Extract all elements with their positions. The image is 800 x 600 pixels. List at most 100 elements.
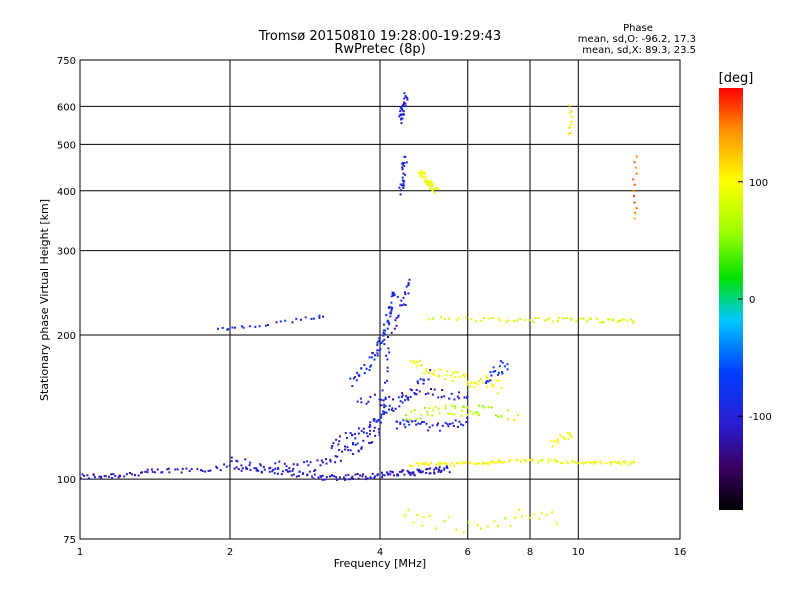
echo-point <box>404 426 407 429</box>
echo-point <box>276 472 279 475</box>
echo-point <box>429 472 432 475</box>
echo-point <box>492 366 495 369</box>
echo-point <box>297 475 300 477</box>
echo-point <box>422 382 425 385</box>
echo-point <box>556 440 559 442</box>
echo-point <box>525 460 528 463</box>
echo-point <box>429 461 432 464</box>
echo-point <box>477 380 480 382</box>
echo-point <box>468 462 471 464</box>
echo-point <box>520 460 523 463</box>
echo-point <box>392 292 395 295</box>
echo-point <box>338 448 341 451</box>
echo-point <box>477 383 480 386</box>
echo-point <box>424 461 427 464</box>
echo-point <box>375 420 378 423</box>
echo-point <box>424 175 427 178</box>
echo-point <box>92 473 95 476</box>
echo-point <box>415 389 418 391</box>
echo-point <box>399 422 402 425</box>
echo-point <box>395 324 398 327</box>
echo-point <box>485 380 488 383</box>
echo-point <box>390 331 393 334</box>
echo-point <box>405 418 408 421</box>
echo-point <box>242 326 245 329</box>
echo-point <box>404 304 407 307</box>
echo-point <box>626 320 629 323</box>
echo-point <box>283 462 286 465</box>
echo-point <box>385 411 388 414</box>
echo-point <box>402 179 405 182</box>
colorbar-ticks: 100 0 -100 <box>738 178 772 423</box>
echo-point <box>466 406 469 409</box>
echo-point <box>256 468 258 471</box>
echo-point <box>240 464 243 467</box>
echo-point <box>403 101 405 104</box>
echo-point <box>350 477 353 480</box>
echo-point <box>397 314 400 317</box>
echo-point <box>354 473 357 476</box>
echo-point <box>507 409 510 412</box>
echo-point <box>396 420 398 423</box>
echo-point <box>501 461 504 464</box>
echo-point <box>433 373 436 376</box>
echo-point <box>417 470 420 473</box>
echo-point <box>453 398 456 401</box>
echo-point <box>303 461 306 464</box>
echo-point <box>444 462 447 465</box>
echo-point <box>633 201 636 204</box>
echo-point <box>400 122 403 125</box>
echo-point <box>393 293 396 296</box>
echo-point <box>392 409 395 412</box>
echo-point <box>259 463 262 466</box>
echo-point <box>429 186 431 189</box>
echo-point <box>464 373 467 376</box>
echo-point <box>366 477 369 480</box>
echo-point <box>371 472 374 475</box>
echo-point <box>180 471 183 474</box>
echo-point <box>409 388 412 391</box>
echo-point <box>398 115 401 118</box>
echo-point <box>546 318 549 321</box>
echo-point <box>370 477 373 480</box>
echo-point <box>524 319 526 321</box>
echo-point <box>369 476 372 479</box>
echo-point <box>426 179 429 182</box>
echo-point <box>223 463 226 466</box>
echo-point <box>421 421 423 424</box>
echo-point <box>619 319 622 322</box>
echo-point <box>111 477 114 479</box>
echo-point <box>427 429 430 432</box>
echo-point <box>396 473 399 476</box>
echo-point <box>403 423 406 426</box>
echo-point <box>449 412 452 415</box>
echo-point <box>470 381 472 384</box>
echo-point <box>609 461 612 464</box>
echo-point <box>311 475 313 478</box>
echo-point <box>383 406 386 409</box>
echo-point <box>245 467 248 470</box>
echo-point <box>534 317 537 320</box>
echo-point <box>365 367 368 370</box>
echo-point <box>382 411 385 413</box>
echo-point <box>450 374 453 377</box>
echo-point <box>320 459 323 462</box>
echo-point <box>439 464 442 467</box>
echo-point <box>190 468 193 471</box>
echo-point <box>447 425 450 428</box>
echo-point <box>635 155 638 158</box>
echo-point <box>441 424 444 427</box>
echo-point <box>633 195 635 198</box>
echo-point <box>409 418 412 421</box>
echo-point <box>635 172 638 175</box>
echo-point <box>490 383 493 386</box>
echo-point <box>425 463 428 466</box>
echo-point <box>421 524 424 527</box>
echo-point <box>209 469 212 472</box>
echo-point <box>420 462 423 465</box>
echo-point <box>449 423 452 425</box>
echo-point <box>584 461 587 464</box>
echo-point <box>146 468 149 471</box>
echo-point <box>566 432 569 435</box>
echo-point <box>425 367 428 370</box>
